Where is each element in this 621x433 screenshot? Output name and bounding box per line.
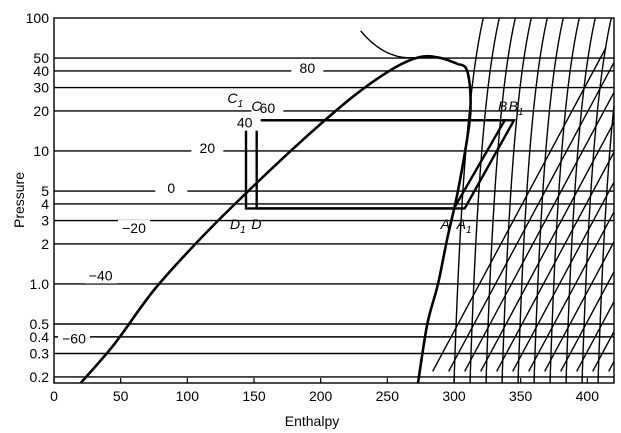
y-tick-label: 0.5 bbox=[30, 316, 50, 332]
constant-temperature-curve bbox=[565, 18, 597, 383]
y-tick-label: 3 bbox=[41, 213, 49, 229]
y-tick-label: 40 bbox=[33, 63, 49, 79]
constant-temperature-curve bbox=[597, 99, 614, 383]
y-tick-label: 0.4 bbox=[30, 329, 50, 345]
temperature-label: 20 bbox=[191, 139, 224, 156]
constant-temperature-curve bbox=[533, 18, 565, 383]
constant-temperature-curve bbox=[485, 18, 517, 383]
x-axis-label: Enthalpy bbox=[285, 413, 339, 429]
y-tick-label: 30 bbox=[33, 80, 49, 96]
constant-temperature-curve bbox=[613, 362, 614, 383]
temperature-label: 60 bbox=[251, 99, 284, 116]
temperature-label: −40 bbox=[84, 267, 117, 284]
x-tick-label: 400 bbox=[576, 388, 600, 404]
x-tick-label: 300 bbox=[442, 388, 466, 404]
plot-frame bbox=[53, 17, 615, 384]
x-tick-label: 100 bbox=[176, 388, 200, 404]
temperature-label-text: −20 bbox=[122, 220, 146, 236]
cycle-point-label: B1 bbox=[509, 98, 524, 118]
y-tick-label: 2 bbox=[41, 236, 49, 252]
y-tick-label: 10 bbox=[33, 143, 49, 159]
y-tick-label: 1.0 bbox=[30, 276, 50, 292]
cycle-point-labels: C1 C B B1 D1 D A A1 bbox=[227, 90, 523, 236]
temperature-labels: 80 60 40 20 0 −20 −40 −60 bbox=[58, 59, 324, 347]
critical-region-curve bbox=[360, 30, 421, 59]
temperature-label: 40 bbox=[228, 114, 261, 131]
y-tick-label: 50 bbox=[33, 50, 49, 66]
constant-temperature-curve bbox=[469, 18, 501, 383]
temperature-label-text: 40 bbox=[237, 115, 253, 131]
x-tick-label: 150 bbox=[242, 388, 266, 404]
cycle-point-label: C bbox=[251, 98, 262, 114]
constant-entropy-line bbox=[496, 150, 614, 372]
constant-temperature-curve bbox=[517, 18, 549, 383]
constant-entropy-line bbox=[576, 300, 614, 372]
x-tick-label: 200 bbox=[309, 388, 333, 404]
saturated-vapor-line bbox=[416, 62, 472, 383]
x-tick-label: 250 bbox=[376, 388, 400, 404]
constant-entropy-line bbox=[544, 240, 614, 372]
x-tick-label: 0 bbox=[50, 388, 58, 404]
cycle-point-label: D bbox=[251, 216, 261, 232]
refrigeration-cycle-a1b1c1d1 bbox=[244, 119, 517, 210]
constant-entropy-line bbox=[592, 330, 614, 372]
constant-entropy-line bbox=[512, 180, 614, 372]
constant-entropy-line bbox=[464, 90, 614, 372]
cycle-point-label: C1 bbox=[227, 90, 243, 110]
constant-entropy-line bbox=[448, 60, 614, 372]
cycle-point-label: A bbox=[440, 216, 450, 232]
temperature-label-text: 0 bbox=[167, 180, 175, 196]
constant-temperature-curve bbox=[501, 18, 533, 383]
saturated-liquid-line bbox=[79, 54, 459, 383]
cycle-point-label: D1 bbox=[230, 216, 246, 236]
x-axis-ticks: 0 50 100 150 200 250 300 350 400 bbox=[50, 378, 599, 404]
temperature-label: −20 bbox=[118, 220, 150, 237]
y-tick-label: 0.3 bbox=[30, 345, 50, 361]
temperature-label-text: 20 bbox=[200, 140, 216, 156]
constant-entropy-line bbox=[528, 210, 614, 372]
constant-temperature-curve bbox=[549, 18, 581, 383]
y-tick-label: 100 bbox=[26, 10, 50, 26]
constant-entropy-line bbox=[480, 120, 614, 372]
y-tick-label: 20 bbox=[33, 103, 49, 119]
temperature-label: 0 bbox=[155, 180, 188, 197]
temperature-label-text: −60 bbox=[62, 330, 86, 346]
y-tick-label: 0.2 bbox=[30, 369, 50, 385]
y-axis-label: Pressure bbox=[11, 172, 27, 228]
x-tick-label: 50 bbox=[113, 388, 129, 404]
temperature-label-text: 60 bbox=[260, 100, 276, 116]
constant-entropy-line bbox=[432, 47, 607, 372]
cycle-point-label: A1 bbox=[456, 216, 472, 236]
constant-entropy-line bbox=[560, 270, 614, 372]
y-tick-label: 5 bbox=[41, 183, 49, 199]
y-tick-label: 4 bbox=[41, 196, 49, 212]
temperature-label: −60 bbox=[58, 330, 90, 347]
temperature-label-text: 80 bbox=[300, 60, 316, 76]
superheat-curves bbox=[432, 18, 614, 383]
cycle-point-label: B bbox=[498, 98, 507, 114]
constant-entropy-line bbox=[608, 359, 614, 372]
isotherm-lines bbox=[54, 57, 614, 378]
temperature-label-text: −40 bbox=[89, 267, 113, 283]
temperature-label: 80 bbox=[291, 59, 324, 76]
constant-temperature-curve bbox=[453, 18, 485, 383]
x-tick-label: 350 bbox=[509, 388, 533, 404]
